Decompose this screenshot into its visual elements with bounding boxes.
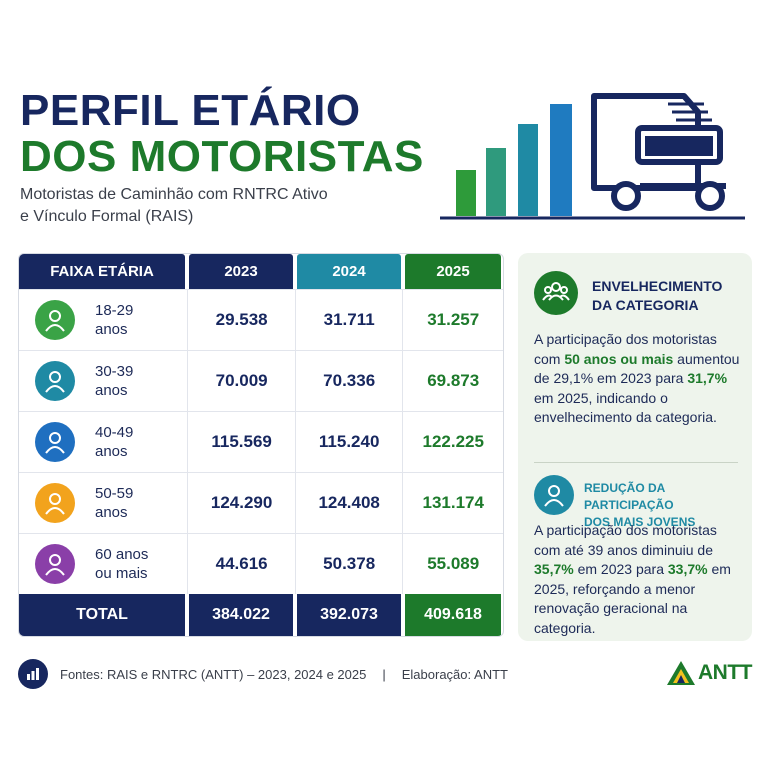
value-2024: 70.336 — [296, 351, 404, 411]
person-icon — [534, 475, 574, 515]
table-row: 50-59 anos 124.290 124.408 131.174 — [19, 472, 503, 533]
truck-wheel-rear — [695, 181, 725, 211]
footer-separator: | — [382, 666, 386, 682]
insight-1-title-line-2: DA CATEGORIA — [592, 297, 699, 313]
insight-2-title-line-2: DOS MAIS JOVENS — [584, 515, 696, 529]
person-icon — [35, 483, 75, 523]
value-2024: 124.408 — [296, 473, 404, 533]
footer-sources: Fontes: RAIS e RNTRC (ANTT) – 2023, 2024… — [60, 666, 367, 682]
value-2025: 69.873 — [427, 371, 480, 390]
age-label: 40-49 anos — [95, 424, 134, 460]
header-2025: 2025 — [405, 254, 501, 289]
value-2024: 31.711 — [296, 290, 404, 350]
truck-wheel-front — [611, 181, 641, 211]
panel-divider — [534, 462, 738, 463]
value-2023: 70.009 — [188, 351, 296, 411]
age-label: 60 anos ou mais — [95, 546, 149, 582]
insight-2-title-line-1: REDUÇÃO DA PARTICIPAÇÃO — [584, 481, 674, 512]
age-label: 30-39 anos — [95, 363, 134, 399]
header-2024: 2024 — [297, 254, 401, 289]
insight-1-highlight-a: 50 anos ou mais — [564, 350, 674, 367]
insight-1-title-line-1: ENVELHECIMENTO — [592, 278, 723, 294]
total-2023: 384.022 — [189, 594, 293, 636]
value-2025: 131.174 — [422, 493, 484, 512]
age-cell: 30-39 anos — [19, 351, 189, 411]
value-2024: 50.378 — [296, 534, 404, 594]
age-cell: 40-49 anos — [19, 412, 189, 472]
antt-logo: ANTT — [666, 660, 753, 686]
insight-1-text: A participação dos motoristas com 50 ano… — [534, 330, 740, 428]
table-row: 18-29 anos 29.538 31.711 31.257 — [19, 289, 503, 350]
people-group-icon — [534, 271, 578, 315]
value-2024: 115.240 — [296, 412, 404, 472]
total-2024: 392.073 — [297, 594, 401, 636]
value-2023: 29.538 — [188, 290, 296, 350]
person-icon — [35, 300, 75, 340]
insight-1-title: ENVELHECIMENTO DA CATEGORIA — [592, 277, 722, 315]
table-row: 30-39 anos 70.009 70.336 69.873 — [19, 350, 503, 411]
footer: Fontes: RAIS e RNTRC (ANTT) – 2023, 2024… — [18, 658, 753, 690]
person-icon — [35, 544, 75, 584]
page-title: PERFIL ETÁRIO DOS MOTORISTAS — [20, 88, 424, 180]
value-2023: 115.569 — [188, 412, 296, 472]
header-age-range: FAIXA ETÁRIA — [19, 254, 185, 289]
antt-logo-triangle-icon — [667, 661, 695, 685]
insight-2-text-c: em 2023 para — [573, 561, 668, 577]
value-2023: 124.290 — [188, 473, 296, 533]
age-label: 50-59 anos — [95, 485, 134, 521]
insight-2-text: A participação dos motoristas com até 39… — [534, 521, 740, 638]
hero-bar-3 — [518, 124, 538, 216]
insight-1-text-e: em 2025, indicando o envelhecimento da c… — [534, 389, 717, 426]
insight-1-highlight-b: 31,7% — [687, 370, 728, 386]
antt-logo-text: ANTT — [698, 661, 753, 684]
age-label: 18-29 anos — [95, 302, 134, 338]
table-row: 60 anos ou mais 44.616 50.378 55.089 — [19, 533, 503, 594]
insight-1-text-c: aumentou de 29,1% em 2023 para — [534, 350, 740, 387]
title-line-1: PERFIL ETÁRIO — [20, 86, 361, 135]
total-label: TOTAL — [19, 594, 185, 636]
person-icon — [35, 361, 75, 401]
value-2025: 31.257 — [427, 310, 480, 329]
insight-2-title: REDUÇÃO DA PARTICIPAÇÃO DOS MAIS JOVENS — [584, 480, 752, 531]
table-header: FAIXA ETÁRIA 2023 2024 2025 — [19, 254, 503, 289]
title-line-2: DOS MOTORISTAS — [20, 132, 424, 181]
subtitle-line-2: e Vínculo Formal (RAIS) — [20, 208, 194, 225]
hero-bar-2 — [486, 148, 506, 216]
total-row: TOTAL 384.022 392.073 409.618 — [19, 594, 503, 636]
subtitle: Motoristas de Caminhão com RNTRC Ativo e… — [20, 184, 380, 228]
insight-2-text-a: A participação dos motoristas com até 39… — [534, 522, 717, 558]
insight-2-text-e: em 2025, reforçando a menor renovação ge… — [534, 561, 731, 636]
total-2025: 409.618 — [405, 594, 501, 636]
bar-chart-icon — [18, 659, 48, 689]
table-row: 40-49 anos 115.569 115.240 122.225 — [19, 411, 503, 472]
insight-2-highlight-a: 35,7% — [534, 561, 574, 577]
truck-with-bar-chart-icon — [440, 93, 745, 220]
hero-bar-1 — [456, 170, 476, 216]
value-2023: 44.616 — [188, 534, 296, 594]
insight-1-text-a: A participação dos motoristas com — [534, 331, 717, 367]
age-cell: 50-59 anos — [19, 473, 189, 533]
subtitle-line-1: Motoristas de Caminhão com RNTRC Ativo — [20, 186, 328, 203]
hero-bar-4 — [550, 104, 572, 216]
footer-credit: Elaboração: ANTT — [401, 666, 508, 682]
age-cell: 18-29 anos — [19, 290, 189, 350]
insights-panel: ENVELHECIMENTO DA CATEGORIA A participaç… — [518, 253, 752, 641]
value-2025: 122.225 — [422, 432, 484, 451]
person-icon — [35, 422, 75, 462]
truck-windshield — [645, 136, 713, 156]
value-2025: 55.089 — [427, 554, 480, 573]
insight-2-highlight-b: 33,7% — [667, 561, 708, 577]
age-cell: 60 anos ou mais — [19, 534, 189, 594]
age-profile-table: FAIXA ETÁRIA 2023 2024 2025 18-29 anos 2… — [18, 253, 504, 637]
header-2023: 2023 — [189, 254, 293, 289]
